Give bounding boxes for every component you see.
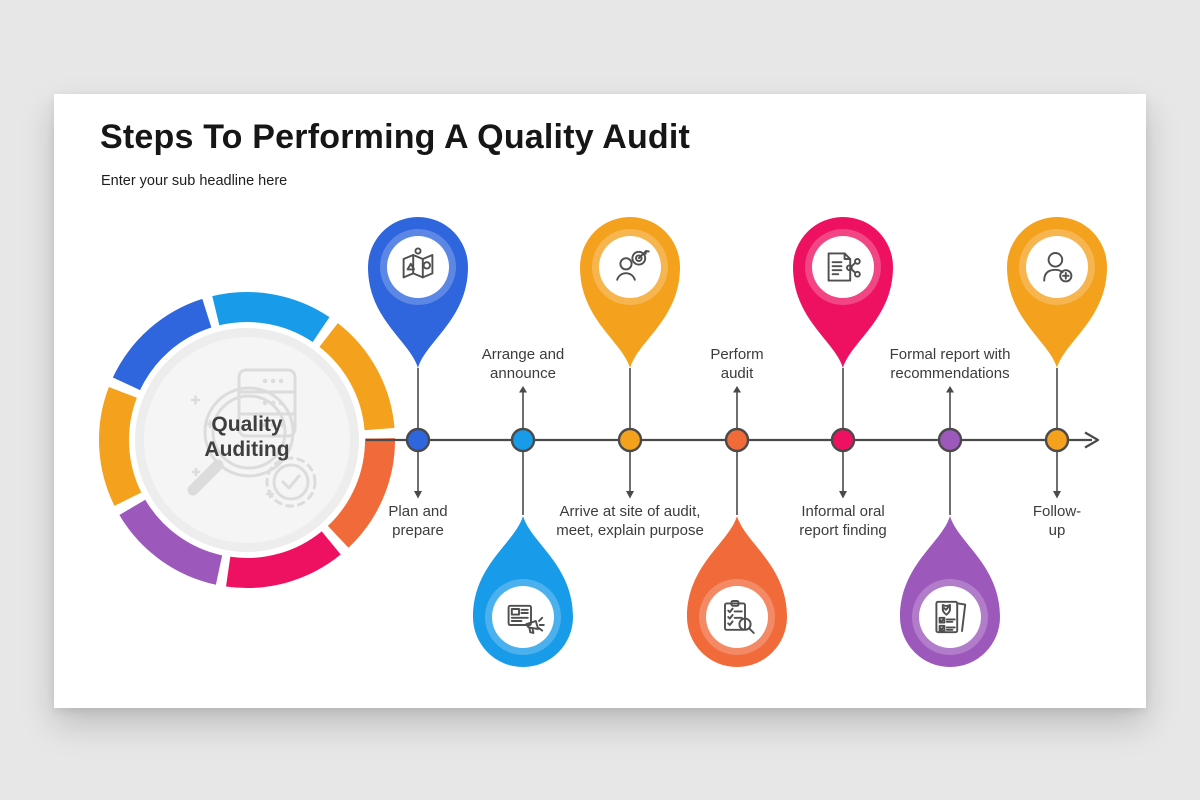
step-pin-1 [368, 217, 468, 368]
page-subtitle: Enter your sub headline here [101, 173, 288, 189]
step-dot-1 [405, 427, 431, 453]
step-dot-5 [830, 427, 856, 453]
step-label-2: Arrange and announce [481, 346, 565, 382]
quality-auditing-donut [99, 292, 395, 588]
step-dot-6 [937, 427, 963, 453]
step-1 [368, 217, 468, 499]
person-target-icon [616, 250, 650, 281]
step-2 [473, 386, 573, 667]
donut-segment-7 [99, 386, 142, 506]
quality-audit-timeline-diagram [99, 217, 1107, 667]
donut-segment-5 [226, 531, 341, 588]
step-pin-4 [687, 516, 787, 667]
report-share-icon [827, 252, 861, 282]
step-label-arrow-7 [1053, 491, 1061, 499]
step-label-7: Follow-up [1032, 503, 1082, 539]
quality-auditing-watermark-icon [187, 368, 317, 508]
donut-segment-4 [327, 438, 395, 548]
step-label-arrow-4 [733, 386, 741, 393]
timeline-arrow-icon [1084, 431, 1100, 449]
step-label-arrow-1 [414, 491, 422, 499]
step-pin-5 [793, 217, 893, 368]
page-title: Steps To Performing A Quality Audit [100, 118, 691, 156]
step-label-6: Formal report with recommendations [889, 346, 1011, 382]
donut-segment-3 [319, 323, 395, 431]
step-dot-7 [1044, 427, 1070, 453]
checklist-shield-icon [935, 600, 967, 634]
step-label-arrow-6 [946, 386, 954, 393]
step-5 [793, 217, 893, 499]
step-label-arrow-5 [839, 491, 847, 499]
step-label-4: Perform audit [710, 346, 764, 382]
step-label-1: Plan and prepare [388, 503, 448, 539]
step-label-arrow-2 [519, 386, 527, 393]
step-dot-2 [510, 427, 536, 453]
step-pin-3 [580, 217, 680, 368]
donut-center-label: Quality Auditing [204, 413, 290, 461]
step-4 [687, 386, 787, 667]
donut-segment-1 [112, 298, 212, 391]
map-plan-icon [402, 247, 434, 279]
step-label-arrow-3 [626, 491, 634, 499]
announcement-news-icon [507, 604, 545, 634]
step-dot-3 [617, 427, 643, 453]
step-7 [1007, 217, 1107, 499]
step-6 [900, 386, 1000, 667]
step-pin-6 [900, 516, 1000, 667]
donut-segment-6 [119, 499, 223, 585]
clipboard-magnifier-icon [724, 600, 755, 634]
step-label-3: Arrive at site of audit, meet, explain p… [556, 503, 704, 539]
step-pin-7 [1007, 217, 1107, 368]
step-label-5: Informal oral report finding [799, 503, 887, 539]
slide-canvas: Steps To Performing A Quality Audit Ente… [54, 94, 1146, 708]
add-user-icon [1043, 252, 1073, 283]
step-dot-4 [724, 427, 750, 453]
donut-segment-2 [212, 292, 330, 343]
step-3 [580, 217, 680, 499]
step-pin-2 [473, 516, 573, 667]
